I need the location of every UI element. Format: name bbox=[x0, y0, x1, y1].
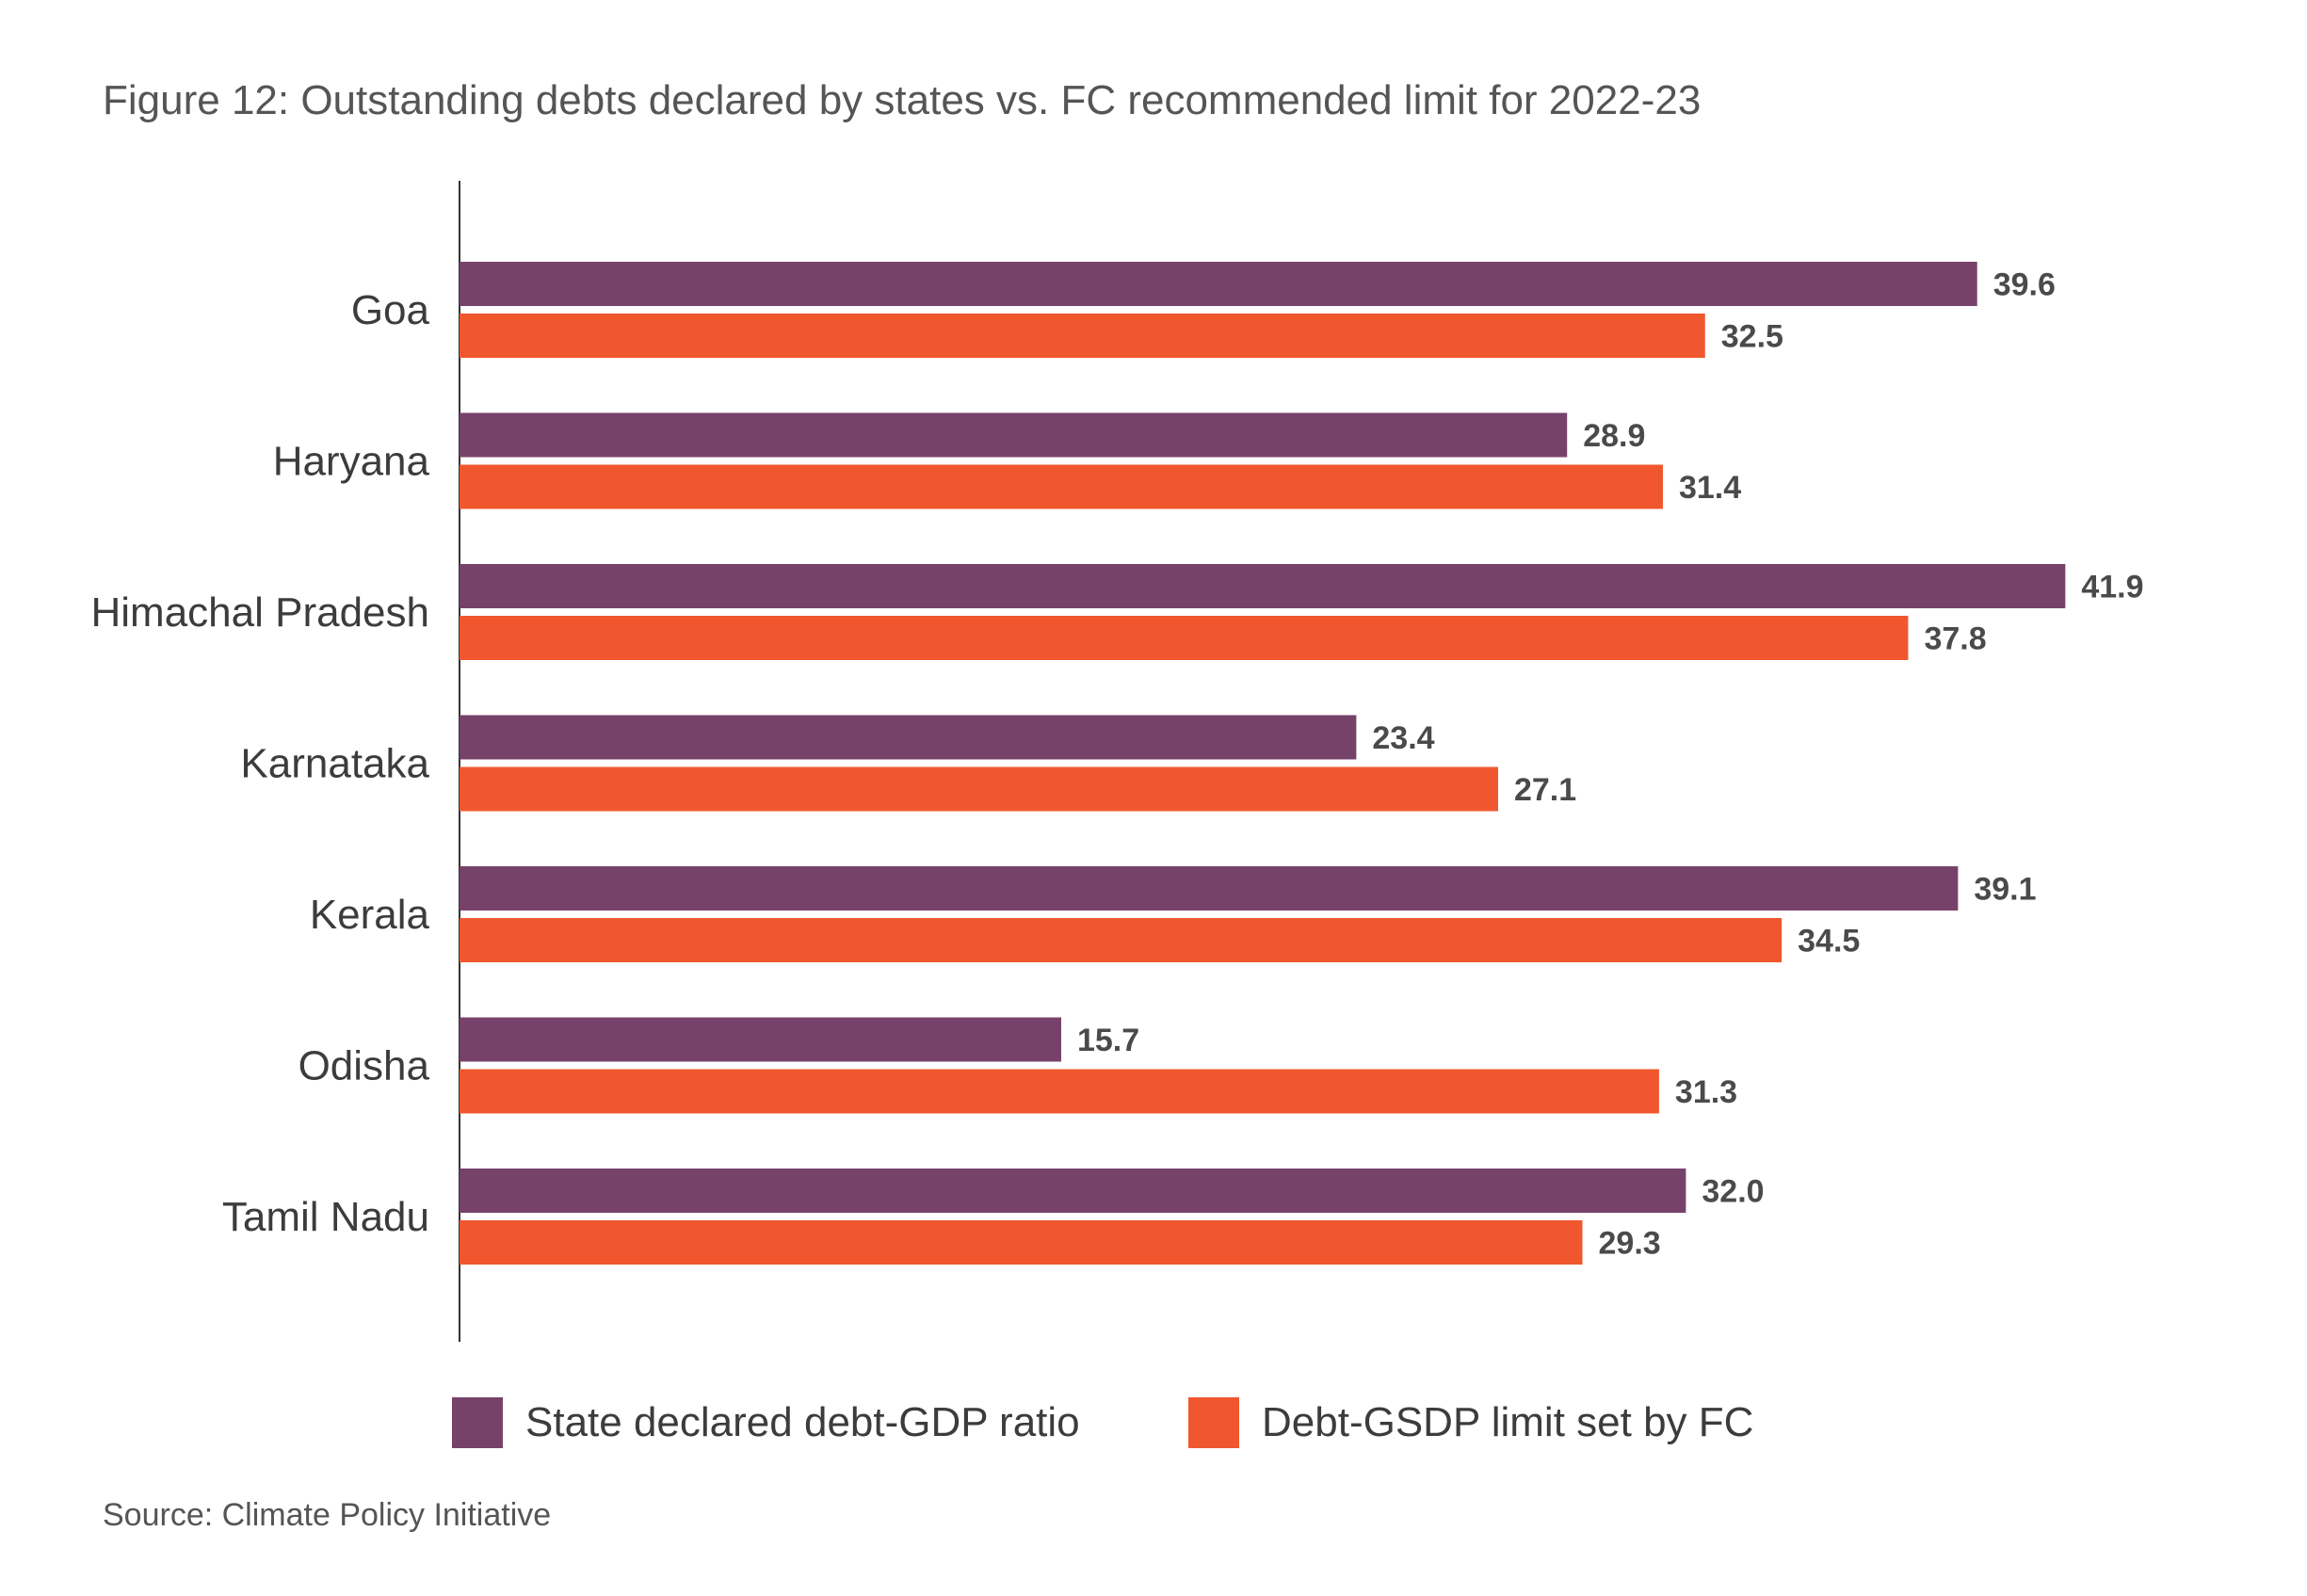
bar-state-declared-goa bbox=[460, 262, 1977, 306]
data-label-fc-limit-goa: 32.5 bbox=[1721, 319, 1783, 355]
category-label-goa: Goa bbox=[351, 287, 430, 333]
category-label-kerala: Kerala bbox=[310, 892, 430, 938]
data-label-fc-limit-kerala: 34.5 bbox=[1798, 924, 1860, 959]
bar-fc-limit-tamil-nadu bbox=[460, 1220, 1583, 1265]
legend-item-fc-limit: Debt-GSDP limit set by FC bbox=[1188, 1397, 1753, 1448]
data-label-state-declared-kerala: 39.1 bbox=[1974, 872, 2036, 908]
bar-fc-limit-odisha bbox=[460, 1069, 1659, 1114]
bar-fc-limit-goa bbox=[460, 314, 1705, 358]
chart-source: Source: Climate Policy Initiative bbox=[103, 1497, 552, 1533]
data-label-fc-limit-haryana: 31.4 bbox=[1679, 470, 1741, 506]
data-label-state-declared-karnataka: 23.4 bbox=[1372, 720, 1434, 756]
data-label-fc-limit-odisha: 31.3 bbox=[1675, 1074, 1737, 1110]
category-label-haryana: Haryana bbox=[273, 439, 430, 485]
bar-fc-limit-karnataka bbox=[460, 766, 1498, 812]
legend-label-fc-limit: Debt-GSDP limit set by FC bbox=[1262, 1399, 1754, 1445]
category-label-himachal-pradesh: Himachal Pradesh bbox=[91, 589, 430, 636]
data-label-state-declared-odisha: 15.7 bbox=[1077, 1023, 1139, 1058]
legend-swatch-fc-limit bbox=[1188, 1397, 1239, 1448]
data-label-fc-limit-himachal-pradesh: 37.8 bbox=[1924, 621, 1986, 657]
data-label-state-declared-goa: 39.6 bbox=[1993, 267, 2056, 303]
legend-item-state-declared: State declared debt-GDP ratio bbox=[452, 1397, 1080, 1448]
data-label-state-declared-tamil-nadu: 32.0 bbox=[1702, 1174, 1764, 1210]
bar-state-declared-tamil-nadu bbox=[460, 1169, 1686, 1213]
category-label-odisha: Odisha bbox=[298, 1043, 430, 1089]
bar-state-declared-odisha bbox=[460, 1017, 1061, 1062]
data-label-state-declared-haryana: 28.9 bbox=[1583, 418, 1645, 454]
data-label-state-declared-himachal-pradesh: 41.9 bbox=[2081, 570, 2143, 605]
data-label-fc-limit-karnataka: 27.1 bbox=[1514, 772, 1576, 808]
chart-title: Figure 12: Outstanding debts declared by… bbox=[103, 77, 1702, 123]
legend-label-state-declared: State declared debt-GDP ratio bbox=[525, 1399, 1080, 1445]
category-label-karnataka: Karnataka bbox=[240, 741, 429, 787]
bar-state-declared-kerala bbox=[460, 866, 1959, 911]
data-label-fc-limit-tamil-nadu: 29.3 bbox=[1599, 1226, 1661, 1262]
bar-fc-limit-himachal-pradesh bbox=[460, 616, 1909, 660]
bar-fc-limit-haryana bbox=[460, 464, 1663, 509]
legend-swatch-state-declared bbox=[452, 1397, 503, 1448]
category-label-tamil-nadu: Tamil Nadu bbox=[222, 1194, 429, 1240]
bar-state-declared-karnataka bbox=[460, 715, 1357, 760]
bar-state-declared-himachal-pradesh bbox=[460, 564, 2066, 608]
bar-state-declared-haryana bbox=[460, 412, 1568, 458]
bar-fc-limit-kerala bbox=[460, 918, 1783, 962]
